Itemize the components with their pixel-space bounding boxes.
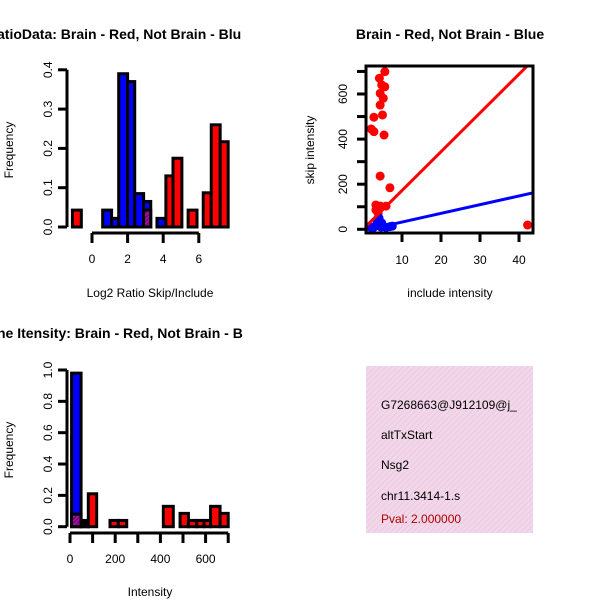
- bar-blue-4: [126, 80, 137, 229]
- plot-box: [364, 64, 535, 235]
- bar-red-0: [70, 208, 83, 229]
- y-axis-label: Frequency: [2, 122, 16, 179]
- x-tick-label: 0: [67, 552, 74, 566]
- y-tick-label: 0.0: [41, 218, 55, 235]
- bar-red-13: [218, 511, 230, 529]
- point-red: [379, 130, 389, 140]
- plot-area: [366, 66, 533, 233]
- y-tick-label: 0: [336, 226, 350, 233]
- x-tick-label: 0: [89, 252, 96, 266]
- x-tick-label: 6: [195, 252, 202, 266]
- y-tick-label: 0.3: [41, 100, 55, 117]
- point-red: [369, 112, 379, 122]
- y-tick-label: 0.0: [41, 518, 55, 535]
- info-box-background: [366, 366, 533, 533]
- bar-red-10: [171, 156, 184, 229]
- bar-purple-7: [142, 208, 153, 229]
- x-tick-label: 20: [434, 253, 448, 267]
- y-tick-label: 400: [336, 129, 350, 149]
- point-red: [523, 220, 533, 230]
- point-red: [380, 67, 390, 77]
- y-tick-label: 200: [336, 174, 350, 194]
- x-axis-label: Log2 Ratio Skip/Include: [87, 286, 214, 300]
- x-tick-label: 2: [124, 252, 131, 266]
- point-red: [375, 171, 385, 181]
- x-tick-label: 200: [105, 552, 125, 566]
- y-tick-label: 1.0: [41, 361, 55, 378]
- ratio-histogram: atioData: Brain - Red, Not Brain - Blu 0.…: [0, 26, 241, 300]
- point-red: [374, 73, 384, 83]
- chart-title: Brain - Red, Not Brain - Blue: [356, 26, 544, 42]
- point-red: [369, 127, 379, 137]
- x-tick-label: 4: [160, 252, 167, 266]
- y-axis-label: skip intensity: [303, 116, 317, 185]
- chart-title: ne Itensity: Brain - Red, Not Brain - B: [0, 325, 243, 341]
- info-locus: chr11.3414-1.s: [381, 489, 460, 503]
- info-box: G7268663@J912109@j_ altTxStart Nsg2 chr1…: [366, 366, 533, 533]
- bar-red-14: [218, 140, 230, 229]
- y-tick-label: 0.2: [41, 487, 55, 504]
- x-tick-label: 10: [395, 253, 409, 267]
- y-tick-label: 600: [336, 84, 350, 104]
- y-tick-label: 0.4: [41, 61, 55, 78]
- y-tick-label: 0.4: [41, 455, 55, 472]
- y-tick-label: 0.1: [41, 179, 55, 196]
- bar-blue-0: [70, 371, 83, 529]
- bar-red-11: [186, 208, 199, 229]
- info-event-id: G7268663@J912109@j_: [381, 398, 517, 412]
- info-gene: Nsg2: [381, 458, 409, 472]
- point-red: [385, 183, 395, 193]
- y-tick-label: 0.8: [41, 393, 55, 410]
- bar-red-7: [161, 504, 175, 529]
- bar-red-4: [86, 492, 99, 529]
- x-axis-label: include intensity: [407, 286, 492, 300]
- bar-red-6: [116, 518, 129, 529]
- y-axis-label: Frequency: [2, 422, 16, 479]
- y-tick-label: 0.2: [41, 140, 55, 157]
- x-axis-label: Intensity: [128, 585, 173, 599]
- intensity-histogram: ne Itensity: Brain - Red, Not Brain - B 0…: [0, 325, 243, 599]
- info-event-type: altTxStart: [381, 428, 433, 442]
- chart-title: atioData: Brain - Red, Not Brain - Blu: [0, 26, 241, 42]
- intensity-scatter: Brain - Red, Not Brain - Blue 0 200 400 600 1…: [303, 26, 544, 300]
- x-tick-label: 40: [512, 253, 526, 267]
- y-tick-label: 0.6: [41, 424, 55, 441]
- point-red: [378, 93, 388, 103]
- fit-line-blue: [366, 191, 533, 232]
- info-pval: Pval: 2.000000: [381, 512, 461, 526]
- x-tick-label: 600: [196, 552, 216, 566]
- fit-line-red: [366, 66, 530, 228]
- point-red: [378, 110, 387, 120]
- point-red: [375, 100, 385, 110]
- x-tick-label: 400: [150, 552, 170, 566]
- x-tick-label: 30: [473, 253, 487, 267]
- point-red: [380, 82, 390, 92]
